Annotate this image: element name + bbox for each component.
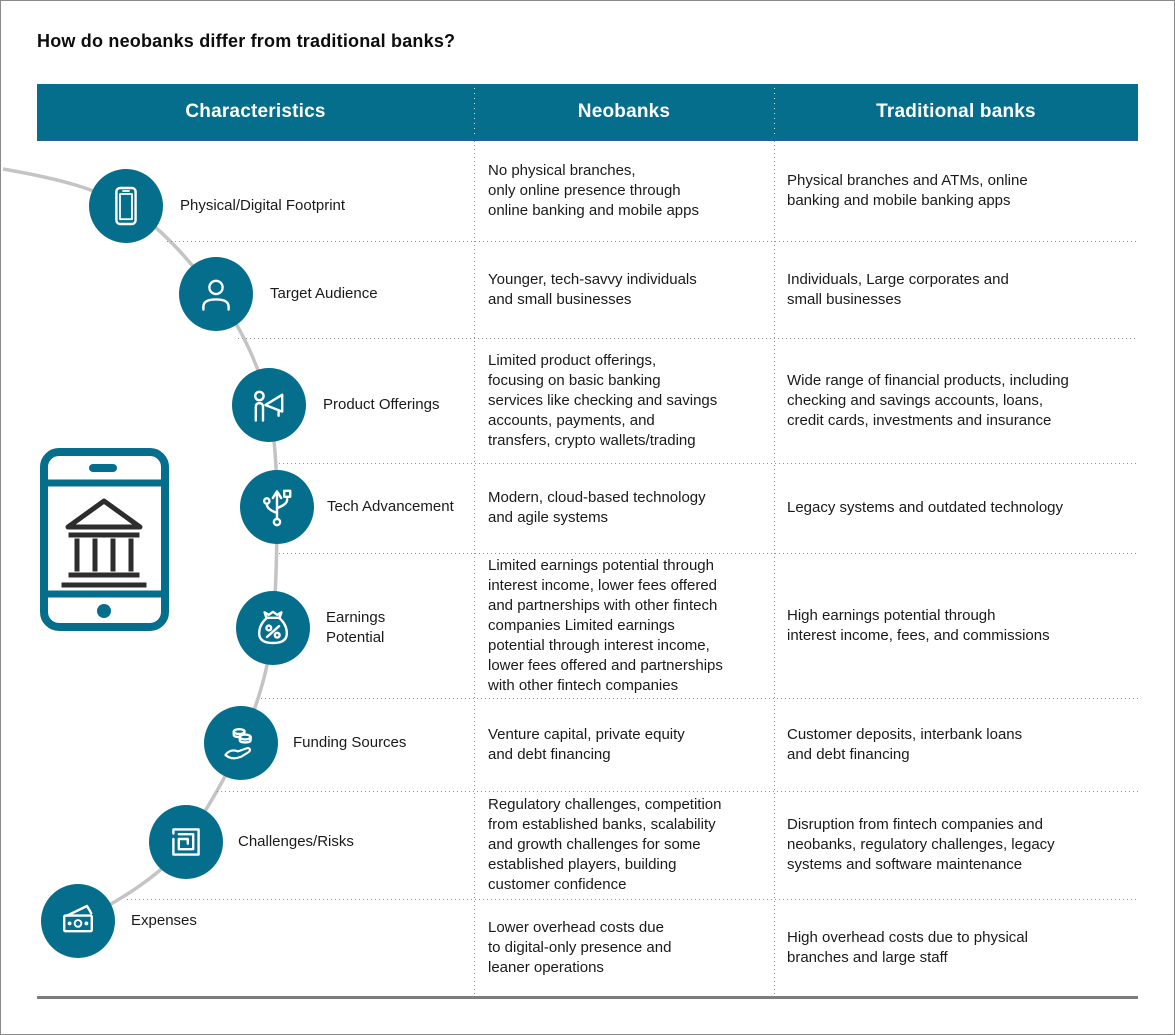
column-separator <box>474 141 475 996</box>
characteristic-label: Earnings Potential <box>326 609 386 646</box>
row-separator <box>217 791 1138 792</box>
smartphone-icon <box>115 186 137 226</box>
characteristic-label: Product Offerings <box>323 396 440 413</box>
hand-coins-icon <box>224 728 252 760</box>
maze-icon <box>172 828 200 856</box>
funding-sources-circle <box>204 706 278 780</box>
header-traditional-banks: Traditional banks <box>876 100 1036 122</box>
page-title: How do neobanks differ from traditional … <box>37 31 456 51</box>
table-bottom-rule <box>37 996 1138 999</box>
neobanks-cell: Modern, cloud-based technology and agile… <box>488 489 706 526</box>
row-separator <box>238 338 1138 339</box>
neobanks-cell: Younger, tech-savvy individuals and smal… <box>488 270 697 308</box>
earnings-potential-circle <box>236 591 310 665</box>
header-column-separator <box>774 88 775 137</box>
characteristic-label: Challenges/Risks <box>238 833 354 850</box>
tech-advancement-circle <box>240 470 314 544</box>
header-neobanks: Neobanks <box>577 100 671 122</box>
traditional-banks-cell: Wide range of financial products, includ… <box>787 371 1069 429</box>
header-column-separator <box>474 88 475 137</box>
traditional-banks-cell: Customer deposits, interbank loans and d… <box>787 725 1023 763</box>
row-separator <box>261 698 1138 699</box>
banknotes-icon <box>63 904 93 933</box>
expenses-circle <box>41 884 115 958</box>
neobanks-cell: Regulatory challenges, competition from … <box>488 796 722 893</box>
traditional-banks-cell: High earnings potential through interest… <box>787 606 1050 644</box>
traditional-banks-cell: Physical branches and ATMs, online banki… <box>787 172 1028 209</box>
column-separator <box>774 141 775 996</box>
person-icon <box>202 279 230 311</box>
product-offerings-circle <box>232 368 306 442</box>
physical-digital-footprint-circle <box>89 169 163 243</box>
tablet-bank-icon <box>40 448 169 631</box>
header-characteristics: Characteristics <box>185 100 326 122</box>
table-header: Characteristics Neobanks Traditional ban… <box>37 84 1138 141</box>
characteristic-label: Expenses <box>131 912 197 929</box>
traditional-banks-cell: Legacy systems and outdated technology <box>787 499 1064 516</box>
traditional-banks-cell: Individuals, Large corporates and small … <box>787 270 1009 308</box>
target-audience-circle <box>179 257 253 331</box>
megaphone-person-icon <box>253 390 284 422</box>
characteristic-label: Funding Sources <box>293 734 407 751</box>
traditional-banks-cell: Disruption from fintech companies and ne… <box>787 816 1055 873</box>
money-bag-icon <box>258 610 288 645</box>
challenges-risks-circle <box>149 805 223 879</box>
neobanks-cell: Lower overhead costs due to digital-only… <box>488 918 672 976</box>
usb-icon <box>262 489 292 527</box>
neobanks-cell: No physical branches, only online presen… <box>488 162 699 219</box>
neobanks-cell: Venture capital, private equity and debt… <box>488 725 685 763</box>
neobanks-cell: Limited product offerings, focusing on b… <box>488 351 718 449</box>
characteristic-label: Target Audience <box>270 285 378 302</box>
neobanks-cell: Limited earnings potential through inter… <box>488 556 723 694</box>
row-separator <box>127 899 1138 900</box>
characteristic-label: Physical/Digital Footprint <box>180 197 346 214</box>
characteristic-label: Tech Advancement <box>327 498 454 515</box>
row-separator <box>279 553 1138 554</box>
traditional-banks-cell: High overhead costs due to physical bran… <box>787 928 1028 966</box>
row-separator <box>279 463 1138 464</box>
row-separator <box>167 241 1138 242</box>
